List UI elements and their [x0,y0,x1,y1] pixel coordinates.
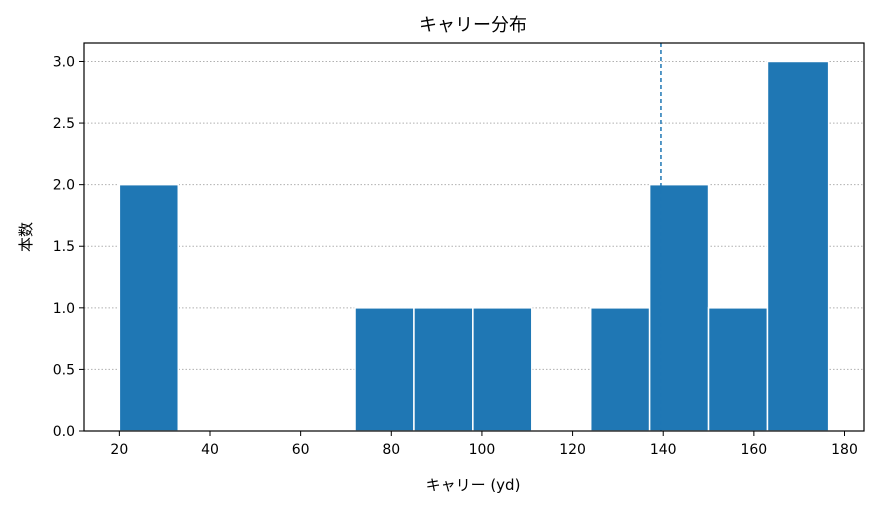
x-tick-label: 180 [831,442,858,458]
y-tick-label: 1.0 [53,301,75,317]
x-tick-label: 20 [110,442,128,458]
plot-frame [83,42,865,432]
x-tick-label: 160 [740,442,767,458]
y-tick-label: 3.0 [53,54,75,70]
x-tick-label: 60 [292,442,310,458]
histogram-bar [766,60,830,432]
x-tick-label: 140 [650,442,677,458]
histogram-bar [707,307,769,432]
y-tick-label: 0.5 [53,362,75,378]
y-tick-label: 1.5 [53,239,75,255]
chart-title: キャリー分布 [419,15,527,36]
x-tick-label: 100 [469,442,496,458]
y-tick-label: 2.0 [53,178,75,194]
x-tick-label: 80 [382,442,400,458]
histogram-bar [413,307,474,432]
x-tick-label: 40 [201,442,219,458]
y-tick-label: 2.5 [53,116,75,132]
y-axis-ticks: 0.0 0.5 1.0 1.5 2.0 2.5 3.0 [53,54,84,440]
x-axis-ticks: 20 40 60 80 100 120 140 160 180 [110,431,858,458]
histogram-bar [472,307,533,432]
histogram-bar [589,307,651,432]
histogram-bar [354,307,415,432]
x-axis-title: キャリー (yd) [426,476,521,494]
histogram-bar [118,183,180,432]
y-tick-label: 0.0 [53,424,75,440]
histogram-bar [648,183,710,432]
y-axis-title: 本数 [17,222,35,252]
x-tick-label: 120 [559,442,586,458]
